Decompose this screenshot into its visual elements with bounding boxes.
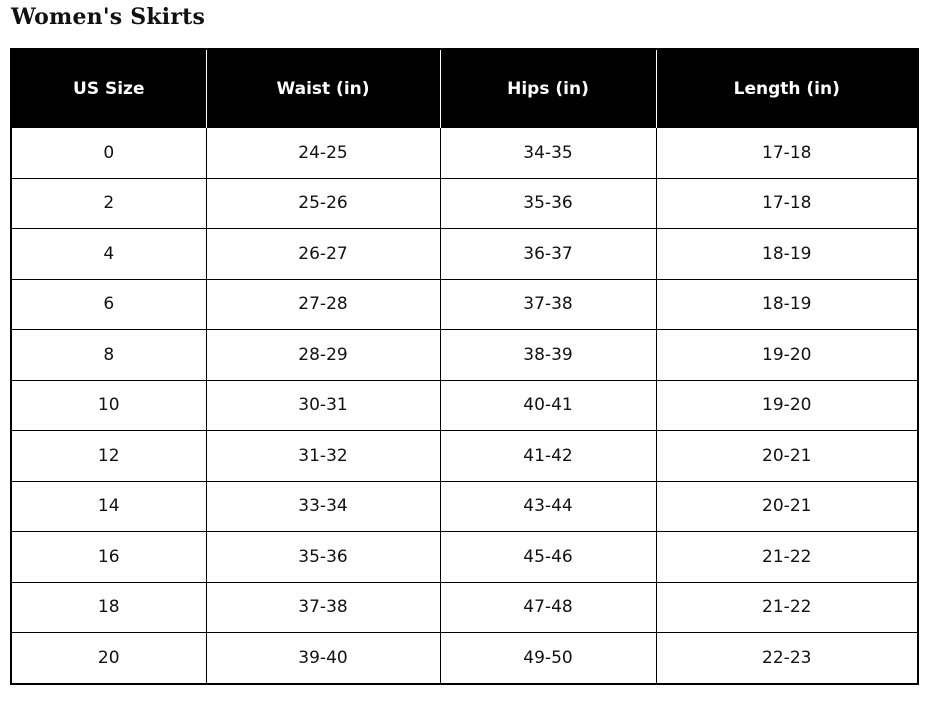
table-cell: 26-27 bbox=[205, 228, 441, 280]
column-header: US Size bbox=[11, 49, 206, 128]
table-cell: 34-35 bbox=[439, 127, 657, 179]
table-cell: 36-37 bbox=[439, 228, 657, 280]
table-row: 10 30-31 40-41 19-20 bbox=[10, 379, 919, 431]
table-cell: 8 bbox=[10, 329, 207, 381]
table-cell: 16 bbox=[10, 531, 207, 583]
table-cell: 20-21 bbox=[655, 430, 919, 482]
table-cell: 39-40 bbox=[205, 632, 441, 684]
table-cell: 18-19 bbox=[655, 278, 919, 330]
table-cell: 24-25 bbox=[205, 127, 441, 179]
table-cell: 20 bbox=[10, 632, 207, 684]
table-row: 4 26-27 36-37 18-19 bbox=[10, 228, 919, 280]
column-header: Hips (in) bbox=[439, 49, 656, 128]
table-row: 6 27-28 37-38 18-19 bbox=[10, 278, 919, 330]
table-cell: 27-28 bbox=[205, 278, 441, 330]
table-cell: 31-32 bbox=[205, 430, 441, 482]
table-cell: 12 bbox=[10, 430, 207, 482]
column-header: Waist (in) bbox=[205, 49, 440, 128]
table-cell: 19-20 bbox=[655, 379, 919, 431]
table-cell: 38-39 bbox=[439, 329, 657, 381]
header-row: US Size Waist (in) Hips (in) Length (in) bbox=[11, 49, 918, 128]
table-cell: 20-21 bbox=[655, 480, 919, 532]
table-cell: 28-29 bbox=[205, 329, 441, 381]
table-cell: 35-36 bbox=[439, 177, 657, 229]
table-cell: 41-42 bbox=[439, 430, 657, 482]
table-cell: 21-22 bbox=[655, 581, 919, 633]
table-cell: 14 bbox=[10, 480, 207, 532]
table-row: 16 35-36 45-46 21-22 bbox=[10, 531, 919, 583]
column-header: Length (in) bbox=[655, 49, 918, 128]
table-cell: 49-50 bbox=[439, 632, 657, 684]
table-cell: 19-20 bbox=[655, 329, 919, 381]
table-cell: 17-18 bbox=[655, 177, 919, 229]
table-cell: 2 bbox=[10, 177, 207, 229]
table-cell: 43-44 bbox=[439, 480, 657, 532]
table-row: 20 39-40 49-50 22-23 bbox=[10, 632, 919, 684]
table-cell: 6 bbox=[10, 278, 207, 330]
table-cell: 30-31 bbox=[205, 379, 441, 431]
table-cell: 22-23 bbox=[655, 632, 919, 684]
table-row: 14 33-34 43-44 20-21 bbox=[10, 480, 919, 532]
table-cell: 10 bbox=[10, 379, 207, 431]
page-title: Women's Skirts bbox=[11, 4, 206, 30]
table-cell: 18 bbox=[10, 581, 207, 633]
table-cell: 21-22 bbox=[655, 531, 919, 583]
table-row: 0 24-25 34-35 17-18 bbox=[10, 127, 919, 179]
table-cell: 0 bbox=[10, 127, 207, 179]
table-row: 18 37-38 47-48 21-22 bbox=[10, 581, 919, 633]
table-cell: 25-26 bbox=[205, 177, 441, 229]
table-cell: 18-19 bbox=[655, 228, 919, 280]
table-cell: 35-36 bbox=[205, 531, 441, 583]
table-cell: 33-34 bbox=[205, 480, 441, 532]
table-cell: 37-38 bbox=[439, 278, 657, 330]
table-cell: 4 bbox=[10, 228, 207, 280]
table-cell: 40-41 bbox=[439, 379, 657, 431]
table-cell: 47-48 bbox=[439, 581, 657, 633]
table-cell: 17-18 bbox=[655, 127, 919, 179]
table-cell: 45-46 bbox=[439, 531, 657, 583]
table-cell: 37-38 bbox=[205, 581, 441, 633]
table-row: 8 28-29 38-39 19-20 bbox=[10, 329, 919, 381]
table-row: 12 31-32 41-42 20-21 bbox=[10, 430, 919, 482]
table-row: 2 25-26 35-36 17-18 bbox=[10, 177, 919, 229]
